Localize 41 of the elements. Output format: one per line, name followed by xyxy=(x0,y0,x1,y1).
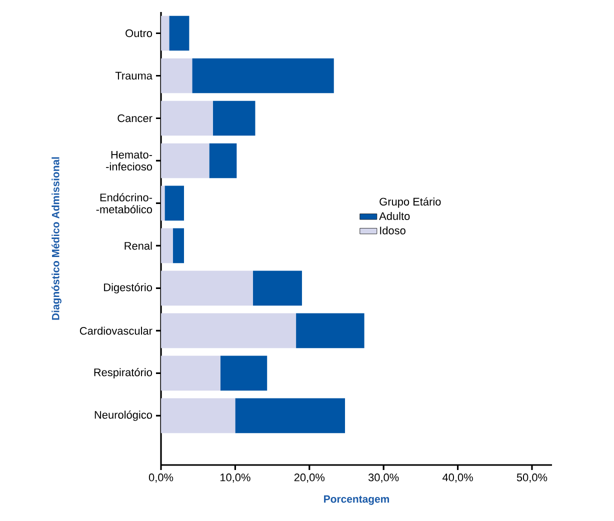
y-tick-label: Hemato- -infecioso xyxy=(106,150,152,171)
y-tick-label: Trauma xyxy=(115,72,152,80)
y-tick-label: Cancer xyxy=(118,114,152,122)
x-tick-label: 20,0% xyxy=(294,474,325,483)
x-tick-label: 40,0% xyxy=(442,474,473,483)
bar xyxy=(212,100,256,136)
bar xyxy=(296,313,364,348)
bar xyxy=(161,398,236,434)
bar xyxy=(209,143,237,178)
y-tick-label: Cardiovascular xyxy=(80,326,152,335)
bar xyxy=(161,356,220,391)
bar xyxy=(220,356,268,391)
bar xyxy=(161,270,254,306)
y-tick-label: Respiratório xyxy=(94,368,152,378)
bar xyxy=(161,143,210,178)
bar xyxy=(235,398,346,434)
y-tick-label: Renal xyxy=(124,242,152,250)
bar xyxy=(192,58,334,94)
bar xyxy=(164,186,184,221)
bar xyxy=(161,58,192,94)
y-tick-label: Digestório xyxy=(104,283,152,294)
y-tick-label: Endócrino- -metabólico xyxy=(96,193,152,214)
bar xyxy=(161,186,165,221)
bar xyxy=(161,100,213,136)
bar xyxy=(161,313,296,348)
x-tick-label: 0,0% xyxy=(148,474,174,483)
legend-label: Adulto xyxy=(379,212,410,220)
legend-title: Grupo Etário xyxy=(380,197,441,208)
y-axis-title: Diagnóstico Médico Admissional xyxy=(52,157,62,320)
x-axis-title: Porcentagem xyxy=(324,495,389,505)
legend-label: Idoso xyxy=(380,226,406,234)
bar xyxy=(253,270,302,306)
x-tick-label: 10,0% xyxy=(220,474,250,483)
bar xyxy=(172,228,184,264)
bar xyxy=(161,16,170,51)
x-tick-label: 30,0% xyxy=(368,474,399,483)
y-tick-label: Neurológico xyxy=(94,410,152,421)
x-tick-label: 50,0% xyxy=(516,474,548,483)
bar xyxy=(169,16,190,51)
bar xyxy=(161,228,173,264)
y-tick-label: Outro xyxy=(126,29,152,38)
